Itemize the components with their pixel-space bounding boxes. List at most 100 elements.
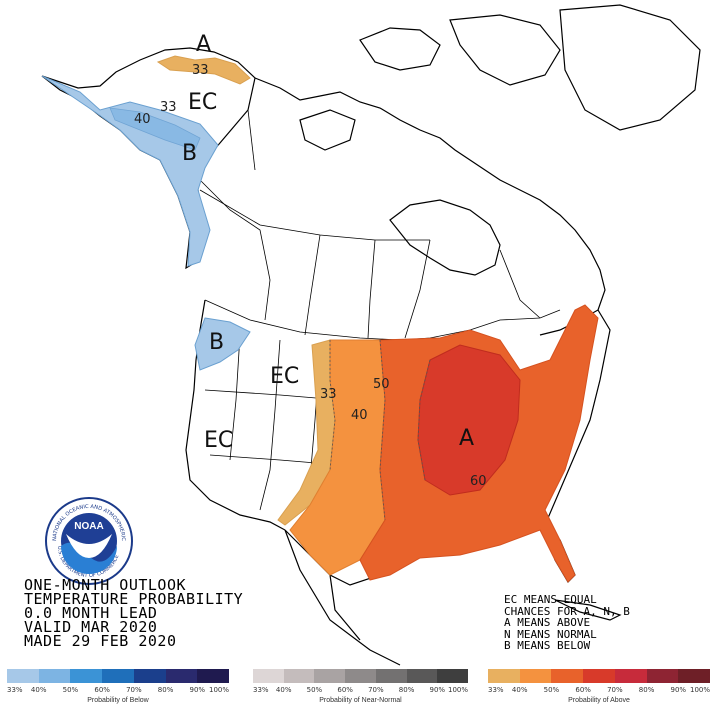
below-normal-shading: [41, 75, 251, 371]
above-normal-shading: [277, 304, 599, 583]
below-scale-tick-label: 50%: [62, 686, 79, 694]
cuba: [554, 599, 622, 621]
contour-label-33-alaska: 33: [160, 100, 177, 115]
contour-label-40-us: 40: [351, 408, 368, 423]
below-scale-tick-label: 33%: [7, 686, 23, 694]
normal-color-scale: [253, 669, 469, 683]
legend-line-5: B MEANS BELOW: [504, 639, 591, 652]
east-above-label: A: [459, 426, 475, 451]
contour-lines: [329, 339, 431, 521]
pnw-below-label: B: [209, 330, 225, 355]
alaska-below-label: B: [182, 141, 198, 166]
mexico-outline: [284, 529, 401, 666]
above-scale-swatch-7: [678, 669, 711, 683]
ec-legend-block: EC MEANS EQUAL CHANCES FOR A, N, B A MEA…: [504, 594, 630, 652]
normal-scale-tick-label: 70%: [368, 686, 384, 694]
below-scale-swatch-5: [133, 669, 166, 683]
above-scale-tick-label: 60%: [575, 686, 591, 694]
legend-line-1: EC MEANS EQUAL: [504, 593, 597, 606]
greenland: [559, 4, 701, 131]
legend-line-2: CHANCES FOR A, N, B: [504, 604, 630, 618]
normal-scale-tick-label: 33%: [253, 686, 269, 694]
above-60-region: [417, 344, 521, 496]
above-scale-swatch-4: [583, 669, 615, 683]
arctic-islands-1: [359, 27, 441, 71]
arctic-islands-2: [449, 14, 561, 86]
title-line-5: MADE 29 FEB 2020: [24, 632, 177, 650]
normal-scale-tick-label: 100%: [447, 686, 468, 694]
mountain-ec-label: EC: [270, 364, 300, 389]
noaa-logo: NATIONAL OCEANIC AND ATMOSPHERIC ADMINIS…: [44, 496, 133, 585]
below-scale-swatch-6: [165, 669, 198, 683]
outlook-title-block: ONE-MONTH OUTLOOK TEMPERATURE PROBABILIT…: [24, 576, 244, 650]
normal-scale-swatch-5: [375, 669, 407, 683]
below-40-alaska: [109, 107, 201, 151]
sask-manitoba: [367, 239, 376, 339]
hudson-bay: [389, 199, 501, 276]
noaa-logo-text: NOAA: [74, 521, 103, 532]
contour-line-3: [417, 359, 431, 481]
above-scale-swatch-3: [551, 669, 584, 683]
alaska-above-label: A: [196, 32, 212, 57]
below-scale-tick-label: 90%: [189, 686, 206, 694]
normal-scale-swatch-4: [345, 669, 376, 683]
canada-north-coast: [254, 77, 606, 311]
below-scale-tick-label: 40%: [30, 686, 47, 694]
below-color-scale: [7, 669, 230, 683]
contour-label-60-us: 60: [470, 474, 487, 489]
legend-line-3: A MEANS ABOVE: [504, 616, 591, 629]
below-scale-tick-label: 60%: [94, 686, 110, 694]
above-scale-swatch-5: [614, 669, 647, 683]
title-line-3: 0.0 MONTH LEAD: [24, 604, 158, 622]
normal-scale-tick-label: 50%: [306, 686, 323, 694]
contour-label-50-us: 50: [373, 377, 390, 392]
above-scale-tick-label: 33%: [488, 686, 504, 694]
normal-scale-swatch-6: [406, 669, 438, 683]
below-33-pnw: [194, 317, 251, 371]
above-scale-tick-label: 80%: [638, 686, 655, 694]
above-scale-tick-label: 70%: [607, 686, 623, 694]
arctic-islands-3: [299, 109, 356, 151]
above-color-scale: [488, 669, 711, 683]
below-scale-swatch-3: [70, 669, 103, 683]
title-line-1: ONE-MONTH OUTLOOK: [24, 576, 187, 594]
contour-label-40-alaska: 40: [134, 112, 151, 127]
below-scale-tick-label: 80%: [157, 686, 174, 694]
above-scale-swatch-6: [646, 669, 679, 683]
normal-scale-swatch-7: [437, 669, 469, 683]
alaska-ec-label: EC: [188, 90, 218, 115]
contour-line-1: [329, 340, 336, 471]
bc-alberta: [189, 169, 271, 321]
below-scale-tick-label: 70%: [126, 686, 142, 694]
canada-us-border: [204, 299, 561, 341]
title-line-2: TEMPERATURE PROBABILITY: [24, 590, 244, 608]
below-scale-caption: Probability of Below: [87, 697, 149, 704]
below-33-alaska: [41, 75, 219, 267]
below-scale-swatch-7: [197, 669, 230, 683]
west-ec-label: EC: [204, 428, 234, 453]
below-scale-swatch-1: [7, 669, 39, 683]
manitoba-ontario: [404, 239, 431, 339]
normal-scale-tick-label: 60%: [337, 686, 353, 694]
alberta-sask: [304, 234, 321, 336]
legend-line-4: N MEANS NORMAL: [504, 627, 597, 641]
normal-scale-caption: Probability of Near-Normal: [319, 697, 402, 704]
normal-scale-tick-label: 80%: [398, 686, 415, 694]
contour-label-33-us: 33: [320, 387, 337, 402]
title-line-4: VALID MAR 2020: [24, 618, 158, 636]
above-scale-tick-label: 40%: [511, 686, 528, 694]
above-scale-swatch-2: [519, 669, 552, 683]
normal-scale-swatch-3: [314, 669, 346, 683]
below-scale-swatch-4: [102, 669, 134, 683]
above-scale-tick-label: 90%: [670, 686, 687, 694]
nwt-line: [199, 189, 430, 241]
quebec-line: [499, 249, 541, 319]
alaska-outline: [41, 47, 256, 270]
below-scale-swatch-2: [38, 669, 71, 683]
above-33-alaska: [156, 55, 251, 85]
above-scale-tick-label: 50%: [543, 686, 560, 694]
normal-scale-tick-label: 40%: [275, 686, 292, 694]
above-scale-swatch-1: [488, 669, 520, 683]
